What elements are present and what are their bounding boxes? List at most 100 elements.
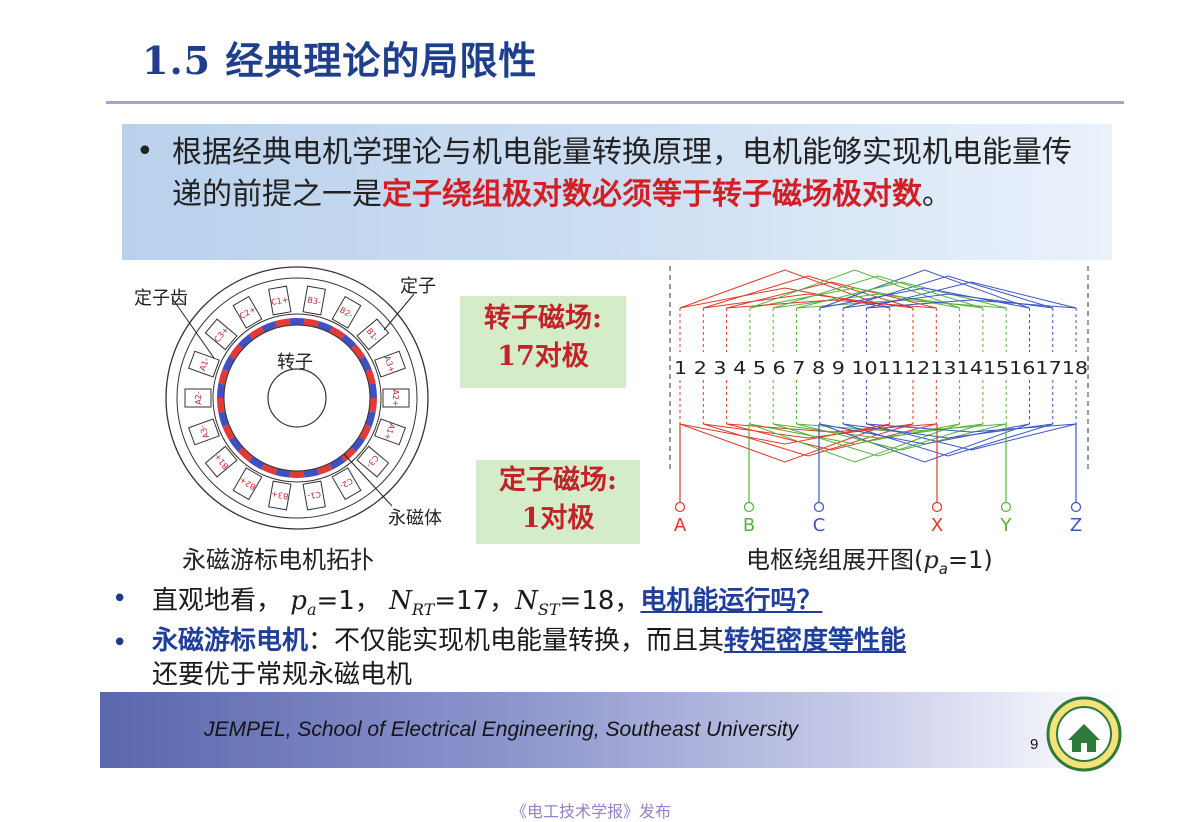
permanent-magnet xyxy=(218,369,229,385)
intro-text-highlight: 定子绕组极对数必须等于转子磁场极对数 xyxy=(382,177,922,212)
stator-slot: A2+ xyxy=(382,388,410,408)
slot-outline xyxy=(331,467,362,501)
end-turn-bottom xyxy=(749,423,960,463)
permanent-magnet xyxy=(340,447,357,462)
end-turn-top xyxy=(773,275,984,309)
winding-caption-p: p xyxy=(923,546,939,574)
slot-outline xyxy=(356,445,390,478)
slot-outline xyxy=(232,295,263,329)
end-turn-bottom xyxy=(866,423,1077,451)
var-nst: N xyxy=(515,586,538,616)
winding-caption: 电枢绕组展开图(pa=1) xyxy=(746,540,993,578)
intro-box: • 根据经典电机学理论与机电能量转换原理，电机能够实现机电能量传递的前提之一是定… xyxy=(122,124,1112,260)
permanent-magnet xyxy=(237,447,254,462)
end-turn-bottom xyxy=(866,423,1077,433)
bullet3-lead: 永磁游标电机 xyxy=(152,626,309,656)
page-number: 9 xyxy=(1030,736,1039,753)
stator-field-label: 定子磁场: xyxy=(499,465,617,496)
slot-outline xyxy=(184,388,212,408)
intro-text-after: 。 xyxy=(922,177,952,212)
end-turn-top xyxy=(866,299,1077,309)
slot-outline xyxy=(382,388,410,408)
intro-text-before: 根据经典电机学理论与机电能量转换原理，电机能够实现机电能量传递的前提之一是 xyxy=(172,135,1072,212)
slot-outline xyxy=(204,318,238,351)
stator-yoke-circle xyxy=(176,277,418,519)
permanent-magnet xyxy=(248,456,265,470)
stator-slot: C1- xyxy=(302,480,326,511)
stator-slot: C2- xyxy=(331,467,362,501)
slot-label: B3- xyxy=(307,295,322,306)
stator-slot: C3+ xyxy=(204,318,238,351)
permanent-magnet xyxy=(217,383,226,398)
rotor-field-poles: 17对极 xyxy=(497,341,589,372)
motor-topology-diagram: B3- B2-B1-A3+ A2+ A1+C3-C2- C1- B3+ B2+B1+ A3- A… xyxy=(165,266,429,530)
shaft-circle xyxy=(267,368,327,428)
var-nrt-sub: RT xyxy=(411,600,435,620)
end-turn-bottom xyxy=(796,423,1007,451)
permanent-magnet xyxy=(261,463,278,475)
stator-slot: A3- xyxy=(188,418,220,446)
slot-outline xyxy=(302,285,326,316)
stator-slot: B2+ xyxy=(232,467,263,501)
end-turn-bottom xyxy=(819,423,1030,463)
permanent-magnet xyxy=(359,424,372,441)
terminal-node xyxy=(743,501,755,513)
var-p-value: =1， xyxy=(316,586,381,616)
end-turn-top xyxy=(866,281,1077,309)
magnet-pointer xyxy=(343,453,393,507)
slot-outline xyxy=(331,295,362,329)
permanent-magnet xyxy=(218,411,229,427)
end-turn-bottom xyxy=(773,423,984,457)
slot-label: C1+ xyxy=(271,295,290,307)
stator-tooth-pointer xyxy=(171,297,215,359)
bullet-marker: • xyxy=(136,134,154,169)
permanent-magnet xyxy=(248,326,265,340)
terminal-label: Z xyxy=(1070,515,1082,536)
slot-outline xyxy=(356,318,390,351)
terminal-node xyxy=(1070,501,1082,513)
permanent-magnet xyxy=(368,383,377,398)
permanent-magnet xyxy=(350,436,366,452)
slot-outline xyxy=(268,480,292,511)
performance-link[interactable]: 转矩密度等性能 xyxy=(724,626,907,656)
airgap-circle xyxy=(212,313,382,483)
slot-number-row: 1 2 3 4 5 6 7 8 9 101112131415161718 xyxy=(674,358,1088,379)
winding-caption-prefix: 电枢绕组展开图( xyxy=(746,546,924,574)
stator-slot: A3+ xyxy=(374,350,406,378)
end-turn-top xyxy=(819,269,1030,309)
slot-outline xyxy=(188,418,220,446)
bullet2-lead: 直观地看， xyxy=(152,586,283,616)
winding-caption-sub: a xyxy=(938,559,948,578)
footer-bar xyxy=(100,692,1124,768)
stator-slot: A1- xyxy=(188,350,220,378)
stator-slot: B1+ xyxy=(204,445,238,478)
slot-outline xyxy=(204,445,238,478)
terminal-node xyxy=(1000,501,1012,513)
end-turn-top xyxy=(796,281,1007,309)
slot-label: A2+ xyxy=(391,389,400,406)
publish-note: 《电工技术学报》发布 xyxy=(510,802,671,821)
stator-slot: C1+ xyxy=(268,285,292,316)
winding-diagram: 1 2 3 4 5 6 7 8 9 101112131415161718 A B C X… xyxy=(669,266,1089,536)
winding-caption-suffix: =1) xyxy=(947,546,993,574)
var-p-sub: a xyxy=(306,600,317,620)
rotor-field-label: 转子磁场: xyxy=(484,303,602,334)
bullet3-middle: ：不仅能实现机电能量转换，而且其 xyxy=(308,626,725,656)
question-link[interactable]: 电机能运行吗？ xyxy=(640,586,823,616)
stator-field-box: 定子磁场: 1对极 xyxy=(476,460,640,544)
magnet-label: 永磁体 xyxy=(388,508,442,529)
stator-label: 定子 xyxy=(400,276,436,297)
terminal-label: X xyxy=(931,515,943,536)
var-nrt-value: =17， xyxy=(434,586,516,616)
permanent-magnet xyxy=(316,463,333,475)
terminal-node xyxy=(674,501,686,513)
bullet3-text: 永磁游标电机：不仅能实现机电能量转换，而且其转矩密度等性能 还要优于常规永磁电机 xyxy=(152,624,1112,692)
end-turn-top xyxy=(749,269,960,309)
rotor-label: 转子 xyxy=(277,352,313,373)
var-p: p xyxy=(290,586,307,616)
slot-outline xyxy=(374,350,406,378)
permanent-magnet xyxy=(350,344,366,360)
footer-institution: JEMPEL, School of Electrical Engineering… xyxy=(204,718,799,741)
slot-label: A2- xyxy=(194,391,203,405)
terminal-node xyxy=(931,501,943,513)
